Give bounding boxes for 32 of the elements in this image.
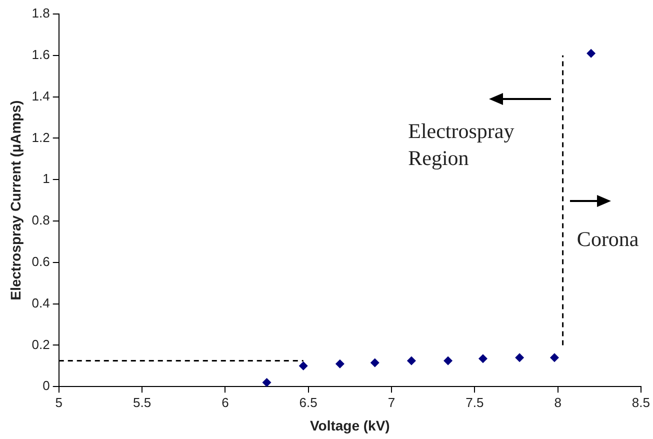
- point: [550, 353, 559, 362]
- point: [586, 48, 596, 58]
- point: [370, 358, 380, 368]
- y-tick-label: 1.6: [32, 46, 50, 62]
- point: [406, 356, 416, 366]
- point: [444, 356, 453, 366]
- y-tick-label: 1: [42, 171, 50, 186]
- y-tick-label: 1.2: [32, 130, 50, 145]
- y-axis-title: Electrospray Current (μAmps): [7, 100, 24, 300]
- y-tick-label: 0: [42, 378, 50, 394]
- point: [335, 359, 344, 368]
- y-tick-label: 0.8: [32, 212, 50, 228]
- point: [298, 361, 308, 370]
- x-tick-label: 5.5: [132, 394, 152, 410]
- x-tick-label: 8: [554, 394, 562, 410]
- annotation: Corona: [576, 227, 640, 252]
- x-tick-label: 6: [222, 394, 229, 410]
- x-tick-label: 8.5: [632, 394, 650, 410]
- x-tick-label: 7.5: [466, 394, 484, 410]
- x-tick-label: 6.5: [299, 394, 318, 410]
- y-tick-label: 1.4: [32, 88, 50, 104]
- x-axis-title: Voltage (kV): [310, 417, 390, 434]
- point: [262, 378, 272, 387]
- x-tick-label: 7: [388, 394, 396, 410]
- point: [515, 353, 524, 362]
- x-tick-label: 5: [55, 394, 62, 410]
- annotation: Electrospray Region: [408, 119, 515, 170]
- y-tick-label: 0.4: [32, 295, 50, 310]
- y-tick-label: 0.2: [32, 336, 50, 352]
- y-tick-label: 1.8: [32, 6, 50, 21]
- y-tick-label: 0.6: [32, 254, 50, 269]
- point: [478, 354, 488, 364]
